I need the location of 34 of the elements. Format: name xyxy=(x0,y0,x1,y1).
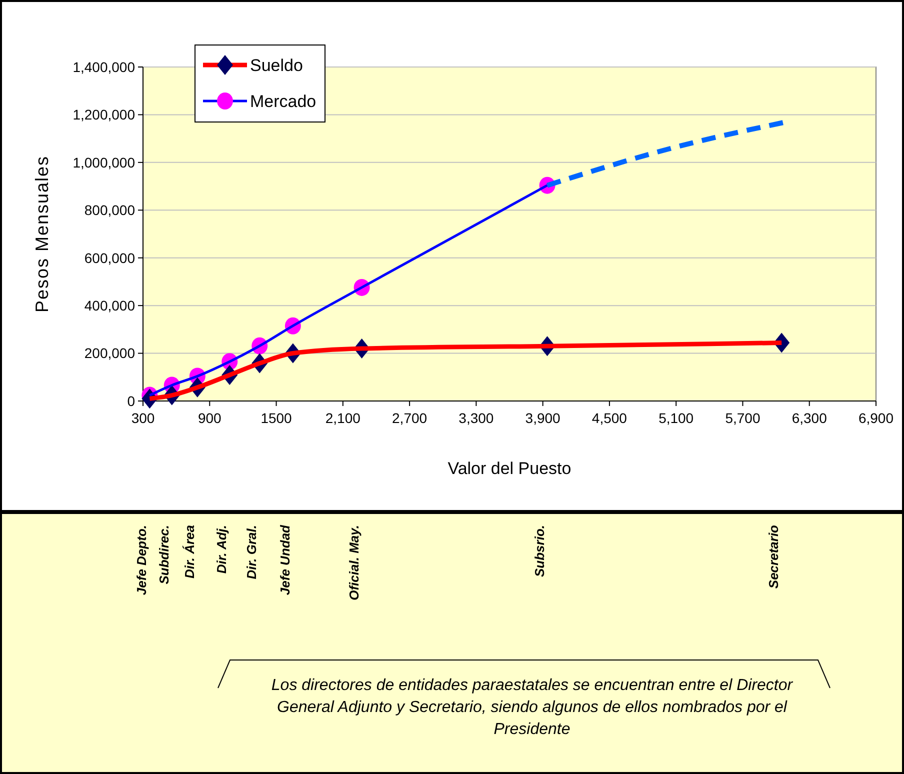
y-tick-label: 400,000 xyxy=(84,297,136,314)
x-tick-label: 900 xyxy=(198,410,222,426)
y-axis-title: Pesos Mensuales xyxy=(32,155,52,313)
x-axis-title: Valor del Puesto xyxy=(448,459,572,478)
y-tick-label: 1,200,000 xyxy=(72,106,136,123)
x-tick-label: 4,500 xyxy=(592,410,628,426)
text: Dir. Área xyxy=(182,525,197,578)
text: Dir. Gral. xyxy=(244,525,260,580)
x-tick-label: 1500 xyxy=(260,410,292,426)
x-tick-label: 6,900 xyxy=(858,410,894,426)
text: Dir. Adj. xyxy=(214,525,230,574)
x-tick-label: 5,700 xyxy=(725,410,760,426)
text: Jefe Undad xyxy=(277,524,292,596)
x-tick-label: 3,300 xyxy=(458,410,494,426)
legend-label: Mercado xyxy=(250,92,316,111)
text: Jefe Depto. xyxy=(134,525,150,596)
x-tick-label: 3,900 xyxy=(525,410,561,426)
y-tick-label: 1,400,000 xyxy=(72,58,136,75)
x-tick-label: 300 xyxy=(131,410,155,426)
x-tick-label: 5,100 xyxy=(658,410,694,426)
text: Subsrio. xyxy=(532,525,547,578)
x-tick-label: 6,300 xyxy=(792,410,828,426)
text: Los directores de entidades paraestatales se encuentran entre el Director General Adjunto y Secretario, siendo algunos de ellos nombrados por el Presidente xyxy=(271,677,794,738)
x-tick-label: 2,700 xyxy=(392,410,428,426)
text: Subdirec. xyxy=(156,525,172,584)
text: Oficial. May. xyxy=(346,525,362,600)
legend-label: Sueldo xyxy=(250,56,303,75)
x-tick-label: 2,100 xyxy=(325,410,361,426)
text: Secretario xyxy=(766,524,782,589)
y-tick-label: 200,000 xyxy=(84,345,136,362)
y-tick-label: 1,000,000 xyxy=(72,154,136,170)
y-tick-label: 0 xyxy=(127,392,136,409)
y-tick-label: 800,000 xyxy=(84,202,136,218)
y-tick-label: 600,000 xyxy=(84,250,136,266)
